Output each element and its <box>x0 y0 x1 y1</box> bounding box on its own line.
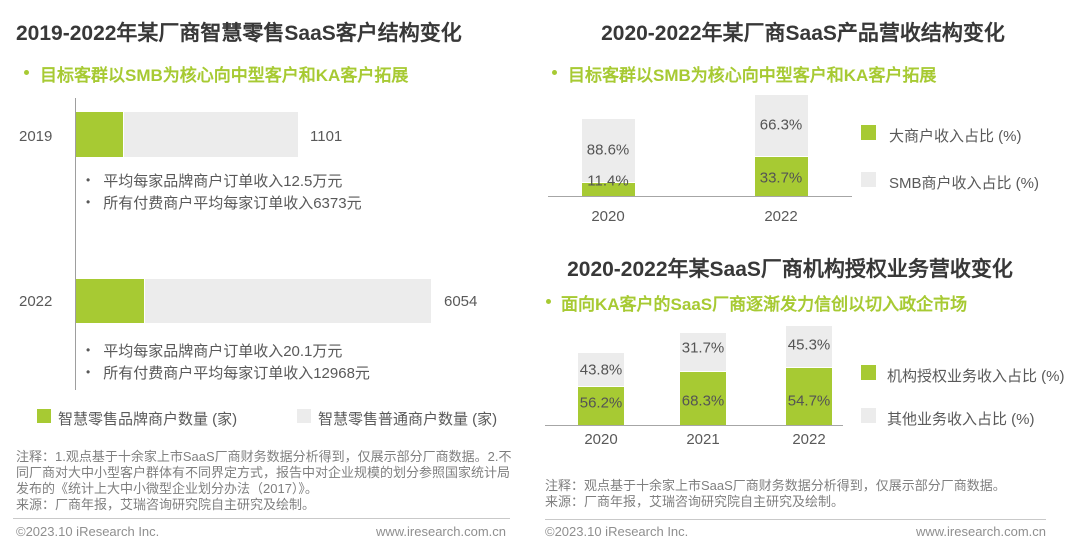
bar-2019 <box>76 112 298 157</box>
br-xtick-2021: 2021 <box>686 431 720 448</box>
annotation-text: 平均每家品牌商户订单收入20.1万元 <box>103 343 343 360</box>
bar-2022 <box>76 279 431 323</box>
left-chart-insight: 目标客群以SMB为核心向中型客户和KA客户拓展 <box>40 66 409 85</box>
left-insight-dot-icon <box>24 70 29 75</box>
top-right-chart-insight: 目标客群以SMB为核心向中型客户和KA客户拓展 <box>568 66 937 85</box>
annotation-2019-line2: • 所有付费商户平均每家订单收入6373元 <box>86 192 362 213</box>
top-right-x-axis-line <box>548 196 852 197</box>
tr-2022-large-pct-label: 33.7% <box>759 169 803 187</box>
right-notes: 注释：观点基于十余家上市SaaS厂商财务数据分析得到，仅展示部分厂商数据。 来源… <box>545 478 1006 510</box>
tr-2020-large-pct-label: 11.4% <box>587 172 629 190</box>
left-y-axis-line <box>75 98 76 390</box>
bar-2022-brand-merchants-segment <box>76 279 144 323</box>
note-line: 注释：观点基于十余家上市SaaS厂商财务数据分析得到，仅展示部分厂商数据。 <box>545 478 1006 493</box>
bullet-icon: • <box>86 195 91 209</box>
bullet-icon: • <box>86 365 91 379</box>
row-2022-year-label: 2022 <box>19 293 53 310</box>
br-2020-licensing-pct-label: 56.2% <box>579 394 623 412</box>
bar-2019-regular-merchants-segment <box>124 112 298 157</box>
note-line: 同厂商对大中小型客户群体有不同界定方式，报告中对企业规模的划分参照国家统计局 <box>16 465 511 480</box>
right-footer-divider <box>545 519 1046 520</box>
legend-swatch-brand-merchants <box>37 409 51 423</box>
legend-swatch-large-merchant-revenue <box>861 125 876 140</box>
legend-label-smb-revenue: SMB商户收入占比 (%) <box>889 175 1040 192</box>
legend-label-licensing-revenue: 机构授权业务收入占比 (%) <box>887 368 1065 385</box>
annotation-text: 平均每家品牌商户订单收入12.5万元 <box>103 173 343 190</box>
tr-2022-smb-pct-label: 66.3% <box>759 116 803 134</box>
note-line: 注释：1.观点基于十余家上市SaaS厂商财务数据分析得到，仅展示部分厂商数据。2… <box>16 449 512 464</box>
bottom-right-insight-dot-icon <box>546 299 551 304</box>
right-footer-copyright: ©2023.10 iResearch Inc. <box>545 524 689 539</box>
left-footer-copyright: ©2023.10 iResearch Inc. <box>16 524 160 539</box>
bullet-icon: • <box>86 343 91 357</box>
bottom-right-chart-title: 2020-2022年某SaaS厂商机构授权业务营收变化 <box>567 258 1013 281</box>
bullet-icon: • <box>86 173 91 187</box>
tr-bar-2020-large-merchant-segment <box>582 183 635 196</box>
legend-label-large-merchant-revenue: 大商户收入占比 (%) <box>889 128 1022 145</box>
br-2021-other-pct-label: 31.7% <box>681 339 725 357</box>
note-line: 来源：厂商年报，艾瑞咨询研究院自主研究及绘制。 <box>16 497 316 512</box>
br-bar-2022-licensing-segment <box>786 368 832 425</box>
left-notes: 注释：1.观点基于十余家上市SaaS厂商财务数据分析得到，仅展示部分厂商数据。2… <box>16 449 512 513</box>
note-line: 来源：厂商年报，艾瑞咨询研究院自主研究及绘制。 <box>545 494 845 509</box>
left-chart-title: 2019-2022年某厂商智慧零售SaaS客户结构变化 <box>16 22 462 45</box>
annotation-text: 所有付费商户平均每家订单收入6373元 <box>103 195 362 212</box>
br-2022-other-pct-label: 45.3% <box>787 336 831 354</box>
annotation-2022-line2: • 所有付费商户平均每家订单收入12968元 <box>86 362 370 383</box>
left-footer-divider <box>13 518 510 519</box>
tr-2020-smb-pct-label: 88.6% <box>586 141 630 159</box>
tr-bar-2020-smb-segment <box>582 119 635 182</box>
top-right-insight-dot-icon <box>552 70 557 75</box>
legend-label-regular-merchants: 智慧零售普通商户数量 (家) <box>318 411 498 428</box>
tr-xtick-2022: 2022 <box>764 208 798 225</box>
legend-swatch-other-revenue <box>861 408 876 423</box>
bar-2022-value-label: 6054 <box>444 293 478 310</box>
tr-xtick-2020: 2020 <box>591 208 625 225</box>
legend-label-brand-merchants: 智慧零售品牌商户数量 (家) <box>58 411 238 428</box>
bottom-right-x-axis-line <box>545 425 843 426</box>
legend-swatch-smb-revenue <box>861 172 876 187</box>
annotation-2019-line1: • 平均每家品牌商户订单收入12.5万元 <box>86 170 342 191</box>
br-bar-2021-other-segment <box>680 333 726 371</box>
br-xtick-2020: 2020 <box>584 431 618 448</box>
row-2019-year-label: 2019 <box>19 128 53 145</box>
bar-2019-value-label: 1101 <box>310 128 343 145</box>
note-line: 发布的《统计上大中小微型企业划分办法（2017）》。 <box>16 481 318 496</box>
br-bar-2021-licensing-segment <box>680 372 726 425</box>
legend-label-other-revenue: 其他业务收入占比 (%) <box>887 411 1035 428</box>
bottom-right-chart-insight: 面向KA客户的SaaS厂商逐渐发力信创以切入政企市场 <box>561 295 968 314</box>
br-2020-other-pct-label: 43.8% <box>579 361 623 379</box>
br-bar-2020-other-segment <box>578 353 624 386</box>
br-2022-licensing-pct-label: 54.7% <box>787 392 831 410</box>
annotation-text: 所有付费商户平均每家订单收入12968元 <box>103 365 370 382</box>
legend-swatch-regular-merchants <box>297 409 311 423</box>
br-xtick-2022: 2022 <box>792 431 826 448</box>
tr-bar-2022-large-merchant-segment <box>755 157 808 196</box>
bar-2022-regular-merchants-segment <box>145 279 431 323</box>
bar-2019-brand-merchants-segment <box>76 112 123 157</box>
top-right-chart-title: 2020-2022年某厂商SaaS产品营收结构变化 <box>601 22 1005 45</box>
br-bar-2022-other-segment <box>786 326 832 367</box>
annotation-2022-line1: • 平均每家品牌商户订单收入20.1万元 <box>86 340 342 361</box>
left-footer-website: www.iresearch.com.cn <box>375 524 506 539</box>
tr-bar-2022-smb-segment <box>755 95 808 156</box>
legend-swatch-licensing-revenue <box>861 365 876 380</box>
br-2021-licensing-pct-label: 68.3% <box>681 392 725 410</box>
br-bar-2020-licensing-segment <box>578 387 624 425</box>
right-footer-website: www.iresearch.com.cn <box>915 524 1046 539</box>
